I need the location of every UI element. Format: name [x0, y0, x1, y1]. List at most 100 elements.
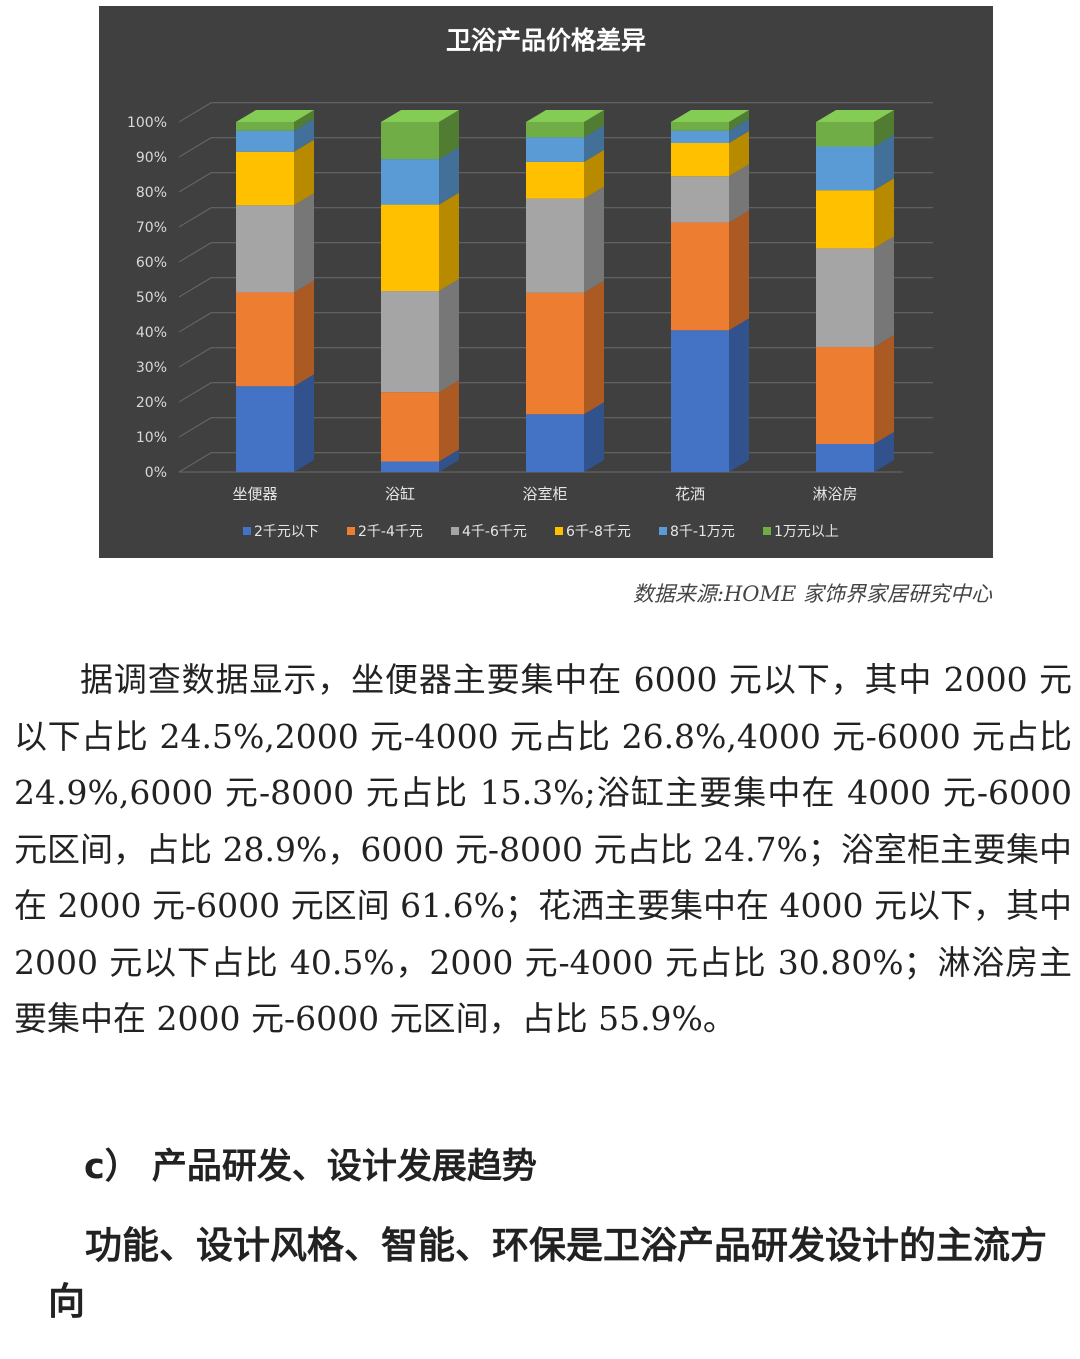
legend-swatch — [243, 527, 251, 535]
bar-segment — [671, 122, 729, 131]
chart-legend: 2千元以下 2千-4千元 4千-6千元 6千-8千元 8千-1万元 1万元以上 — [243, 524, 839, 540]
bar-segment-side — [729, 118, 749, 143]
bar-segment-side — [874, 236, 894, 348]
body-paragraph: 据调查数据显示，坐便器主要集中在 6000 元以下，其中 2000 元以下占比 … — [14, 660, 1072, 1038]
bar-segment-side — [584, 110, 604, 138]
y-tick-label: 0% — [145, 465, 167, 481]
legend-label: 6千-8千元 — [566, 524, 631, 540]
y-tick-label: 100% — [127, 115, 167, 131]
bar-segment — [526, 122, 584, 138]
bar-segment-side — [729, 318, 749, 472]
bar-segment — [381, 392, 439, 462]
bar-segment — [816, 248, 874, 348]
legend-swatch — [451, 527, 459, 535]
legend-swatch — [763, 527, 771, 535]
bar-segment-side — [874, 178, 894, 249]
bar-segment — [671, 222, 729, 331]
bar-segment — [526, 137, 584, 162]
bar-segment-side — [439, 380, 459, 462]
bar-segment — [526, 198, 584, 293]
bar-segment — [381, 122, 439, 160]
y-tick-label: 30% — [136, 360, 167, 376]
bar-segment-side — [294, 110, 314, 131]
section-heading: c） 产品研发、设计发展趋势 — [84, 1147, 537, 1187]
bar-segment-side — [729, 110, 749, 131]
bar-segment — [236, 151, 294, 206]
bar-stack — [526, 110, 604, 472]
bar-segment — [816, 444, 874, 472]
bar-segment-side — [729, 131, 749, 177]
price-difference-chart: 卫浴产品价格差异 0% 10% 20% 30% 40% 50% 60% 70% 80% 90% 10… — [99, 6, 993, 558]
bar-segment-side — [584, 149, 604, 199]
bar-segment — [526, 414, 584, 472]
y-tick-label: 40% — [136, 325, 167, 341]
bar-segment-side — [294, 118, 314, 152]
y-tick-label: 70% — [136, 220, 167, 236]
bar-segment — [816, 190, 874, 249]
bar-segment — [526, 161, 584, 199]
x-category-label: 花洒 — [675, 485, 705, 503]
bar-segment — [671, 130, 729, 143]
bar-segment — [816, 146, 874, 191]
bar-segment — [236, 386, 294, 472]
x-category-label: 浴室柜 — [522, 485, 567, 503]
bar-top — [526, 110, 604, 122]
x-category-label: 坐便器 — [232, 485, 277, 503]
bar-segment-side — [729, 210, 749, 331]
bar-segment — [816, 347, 874, 444]
y-tick-label: 60% — [136, 255, 167, 271]
bar-segment — [526, 292, 584, 415]
bar-segment-side — [874, 134, 894, 191]
bar-segment-side — [294, 193, 314, 293]
legend-label: 4千-6千元 — [462, 524, 527, 540]
y-tick-label: 90% — [136, 150, 167, 166]
bar-stack — [236, 110, 314, 472]
bar-top — [236, 110, 314, 122]
bar-segment-side — [584, 186, 604, 293]
y-tick-label: 80% — [136, 185, 167, 201]
bar-segment-side — [729, 164, 749, 223]
chart-canvas: 卫浴产品价格差异 0% 10% 20% 30% 40% 50% 60% 70% 80% 90% 10… — [99, 6, 993, 558]
grid-layer: 0% 10% 20% 30% 40% 50% 60% 70% 80% 90% 100% — [127, 102, 933, 481]
bar-segment — [671, 176, 729, 223]
bar-segment — [671, 143, 729, 177]
bar-segment-side — [294, 139, 314, 206]
bar-top — [381, 110, 459, 122]
legend-label: 1万元以上 — [774, 524, 839, 540]
bar-segment-side — [584, 280, 604, 415]
bar-segment — [236, 205, 294, 293]
bar-segment-side — [439, 192, 459, 292]
y-tick-label: 20% — [136, 395, 167, 411]
labels-layer: 坐便器 浴缸 浴室柜 花洒 淋浴房 — [232, 485, 857, 503]
bar-segment-side — [294, 280, 314, 387]
chart-title: 卫浴产品价格差异 — [446, 26, 646, 55]
bar-stack — [671, 110, 749, 472]
data-source-note: 数据来源:HOME 家饰界家居研究中心 — [632, 582, 992, 606]
bar-segment-side — [874, 335, 894, 444]
legend-swatch — [347, 527, 355, 535]
bars-layer — [236, 110, 894, 472]
bar-segment-side — [439, 110, 459, 160]
bar-segment-side — [874, 110, 894, 147]
bar-segment-side — [439, 449, 459, 472]
bar-segment-side — [439, 279, 459, 393]
bar-segment — [381, 461, 439, 472]
bar-segment — [816, 122, 874, 147]
bar-segment-side — [874, 432, 894, 472]
bar-segment — [381, 159, 439, 205]
bar-segment — [671, 330, 729, 472]
y-tick-label: 10% — [136, 430, 167, 446]
bar-segment-side — [584, 402, 604, 472]
bar-segment — [236, 292, 294, 387]
bar-segment — [236, 130, 294, 152]
bar-top — [816, 110, 894, 122]
bar-segment — [381, 204, 439, 292]
gridline — [178, 102, 933, 123]
bar-segment-side — [294, 374, 314, 472]
bar-stack — [816, 110, 894, 472]
bar-segment — [236, 122, 294, 131]
legend-label: 2千元以下 — [254, 524, 319, 540]
legend-swatch — [659, 527, 667, 535]
y-tick-label: 50% — [136, 290, 167, 306]
x-category-label: 淋浴房 — [812, 485, 857, 503]
